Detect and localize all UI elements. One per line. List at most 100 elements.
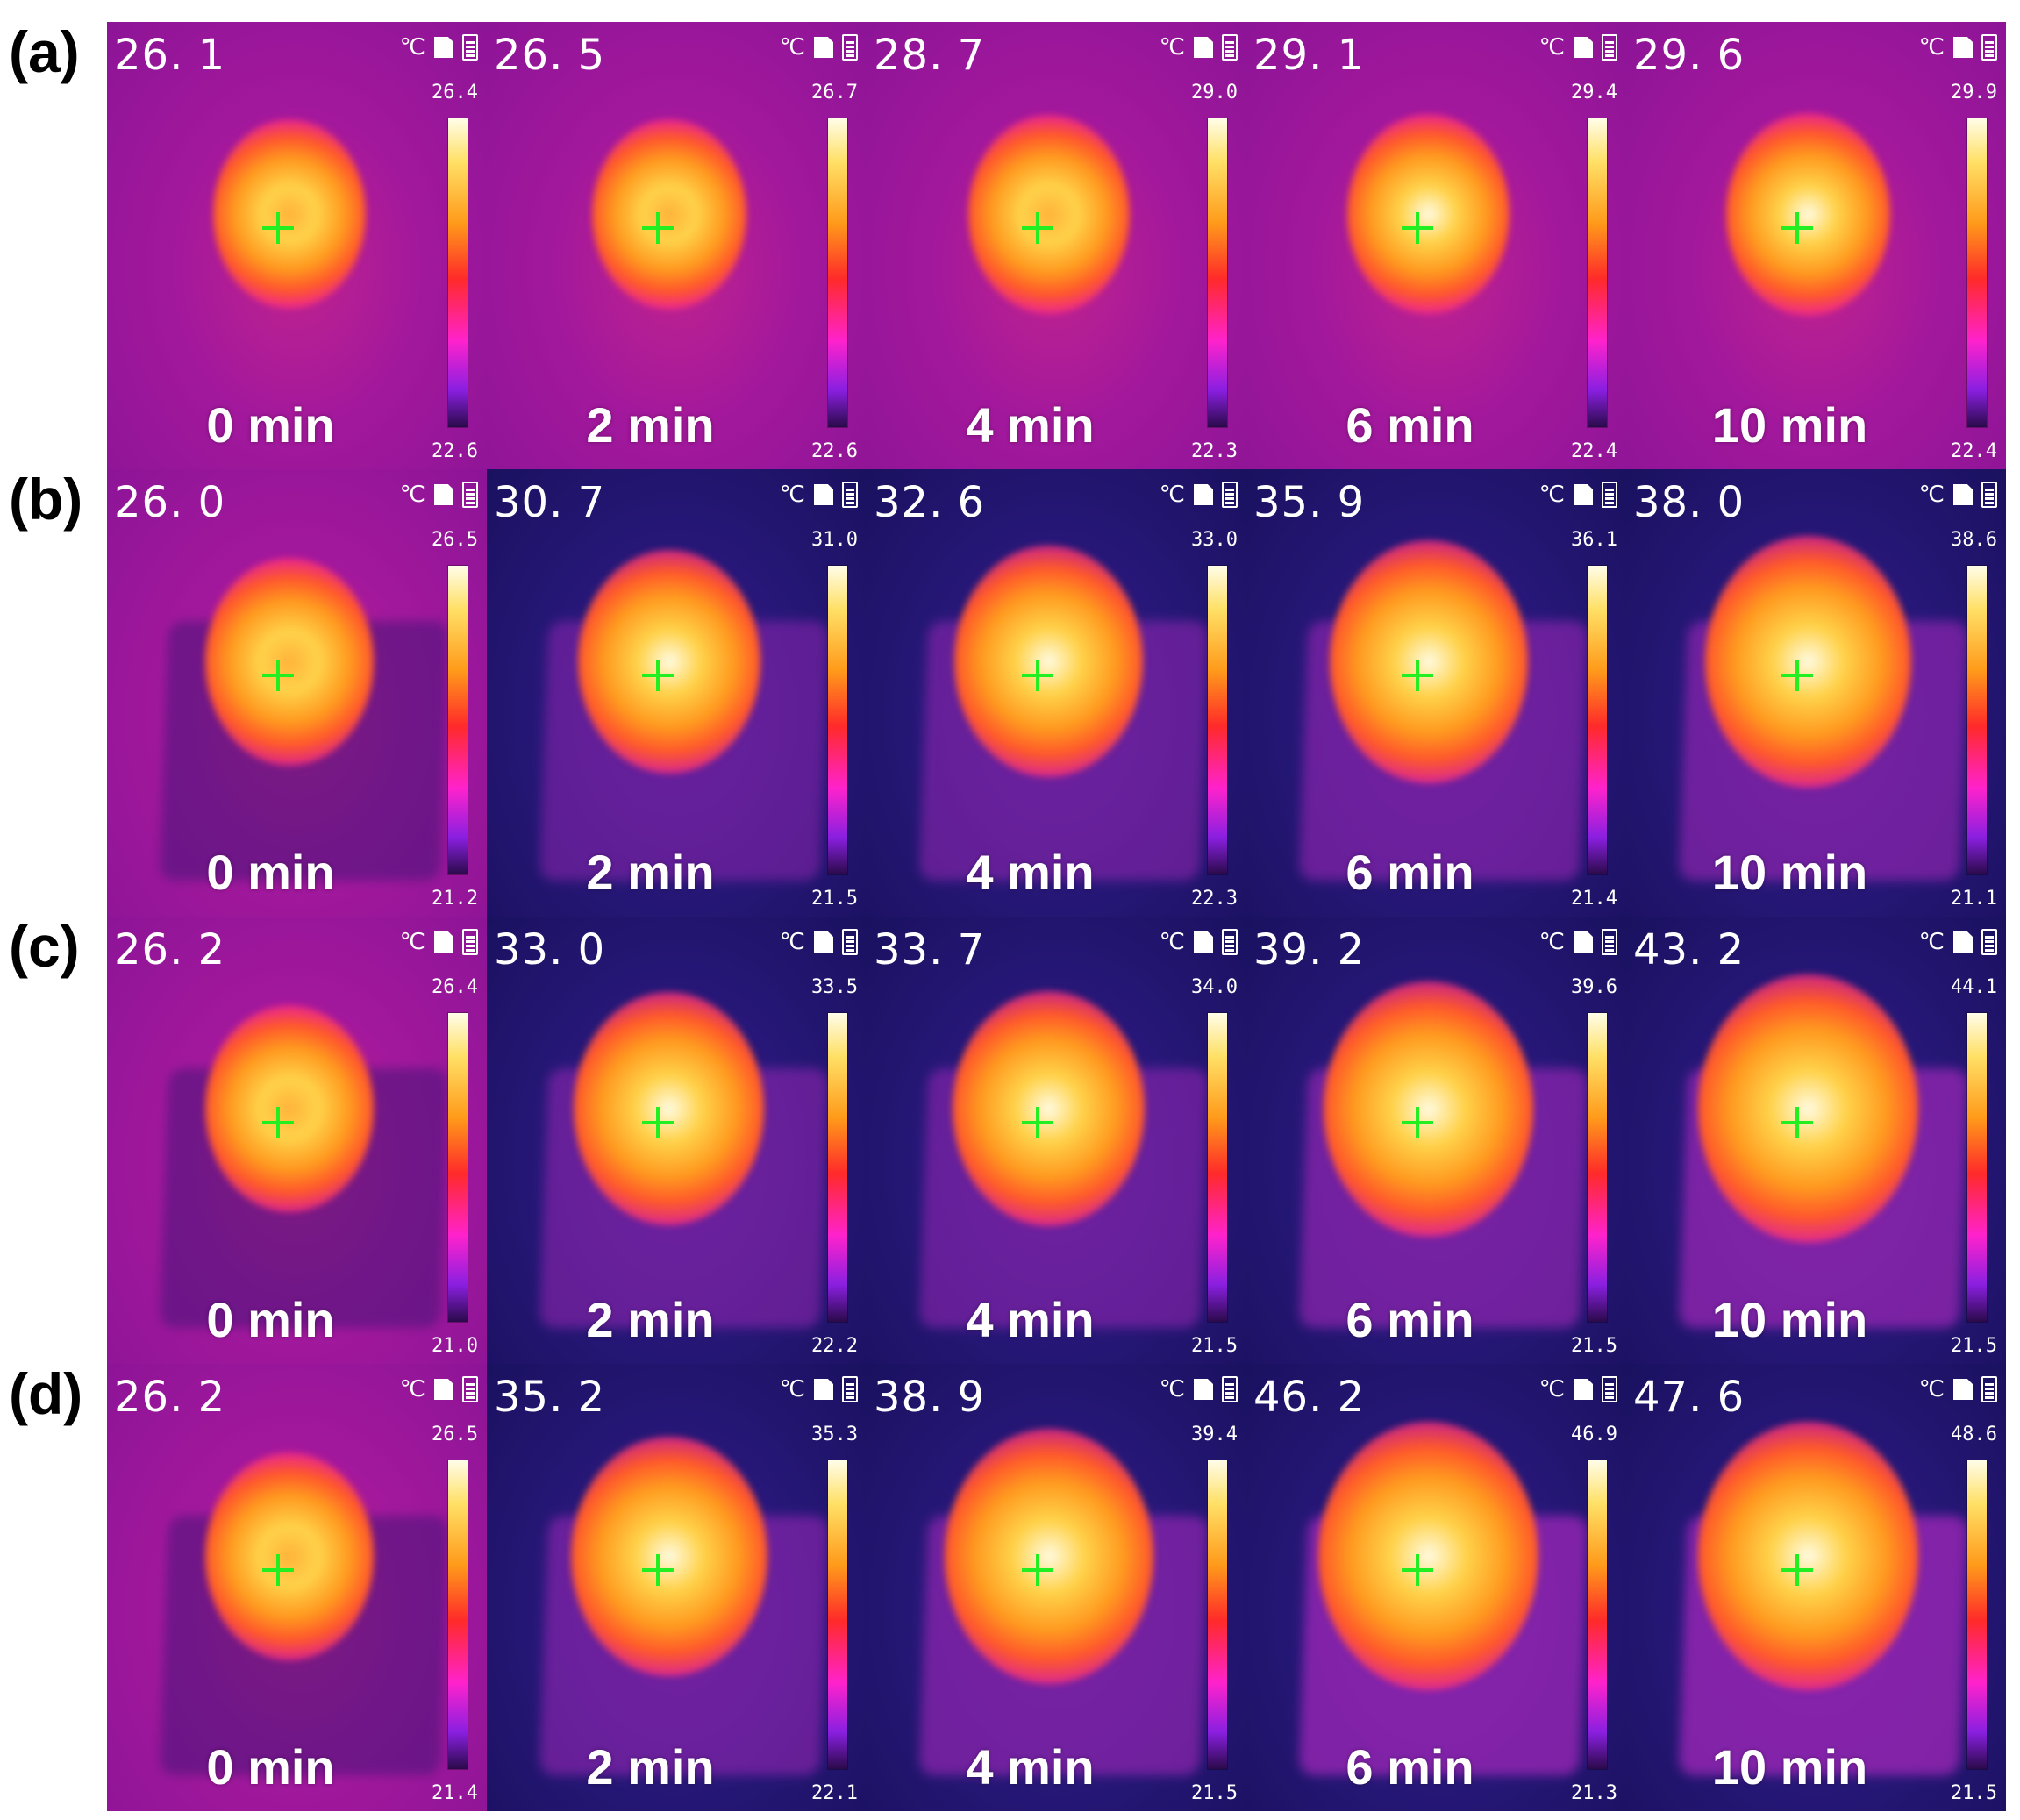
battery-icon: [842, 1376, 858, 1402]
elapsed-time-label: 6 min: [1345, 397, 1474, 453]
elapsed-time-label: 2 min: [586, 845, 715, 900]
scale-max-temperature: 26.5: [432, 1424, 478, 1445]
scale-max-temperature: 26.7: [811, 82, 858, 103]
scale-min-temperature: 22.6: [432, 440, 478, 462]
hot-spot: [1705, 535, 1912, 788]
crosshair-icon: [261, 211, 294, 244]
crosshair-icon: [1401, 659, 1433, 691]
elapsed-time-label: 0 min: [206, 845, 335, 900]
battery-icon: [462, 34, 478, 61]
thermal-panel: 29. 6 ℃ 29.9 22.4 10 min: [1626, 22, 2006, 469]
status-bar: ℃: [780, 1376, 858, 1402]
spot-temperature-readout: 26. 2: [114, 925, 226, 974]
temperature-colorbar: [1967, 118, 1987, 427]
hot-spot: [1726, 113, 1891, 316]
celsius-unit: ℃: [399, 929, 425, 955]
battery-icon: [1981, 482, 1997, 508]
battery-icon: [1222, 1376, 1238, 1402]
spot-temperature-readout: 30. 7: [494, 478, 606, 527]
thermal-panel: 28. 7 ℃ 29.0 22.3 4 min: [867, 22, 1246, 469]
sd-card-icon: [814, 37, 833, 58]
status-bar: ℃: [780, 34, 858, 61]
temperature-colorbar: [1967, 566, 1987, 874]
sd-card-icon: [1574, 931, 1593, 953]
celsius-unit: ℃: [1159, 482, 1185, 508]
sd-card-icon: [434, 37, 453, 58]
crosshair-icon: [1401, 1553, 1433, 1586]
elapsed-time-label: 4 min: [966, 1292, 1095, 1347]
crosshair-icon: [261, 1106, 294, 1138]
scale-min-temperature: 22.2: [811, 1335, 858, 1357]
hot-spot: [571, 1436, 767, 1676]
temperature-colorbar: [828, 118, 847, 427]
celsius-unit: ℃: [1918, 482, 1945, 508]
battery-icon: [1981, 1376, 1997, 1402]
status-bar: ℃: [1539, 1376, 1617, 1402]
scale-min-temperature: 21.1: [1951, 888, 1997, 910]
crosshair-icon: [1021, 1553, 1053, 1586]
scale-min-temperature: 22.3: [1191, 888, 1238, 910]
thermal-panel: 32. 6 ℃ 33.0 22.3 4 min: [867, 469, 1246, 917]
hot-spot: [212, 119, 367, 310]
sd-card-icon: [434, 484, 453, 505]
row-label: (c): [9, 914, 80, 979]
spot-temperature-readout: 28. 7: [874, 31, 986, 80]
battery-icon: [1602, 1376, 1617, 1402]
scale-max-temperature: 33.0: [1191, 529, 1238, 551]
sd-card-icon: [1574, 37, 1593, 58]
hot-spot: [204, 1005, 374, 1213]
hot-spot: [574, 992, 765, 1226]
hot-spot: [577, 549, 760, 774]
hot-spot: [1698, 1422, 1919, 1691]
spot-temperature-readout: 26. 5: [494, 31, 606, 80]
thermal-panel: 35. 9 ℃ 36.1 21.4 6 min: [1246, 469, 1626, 917]
temperature-colorbar: [1967, 1460, 1987, 1769]
temperature-colorbar: [1588, 1013, 1607, 1322]
status-bar: ℃: [1160, 929, 1238, 955]
status-bar: ℃: [400, 929, 478, 955]
battery-icon: [1981, 34, 1997, 61]
elapsed-time-label: 10 min: [1711, 397, 1868, 453]
hot-spot: [204, 1452, 374, 1660]
crosshair-icon: [1401, 211, 1433, 244]
scale-min-temperature: 21.4: [432, 1782, 478, 1804]
battery-icon: [842, 482, 858, 508]
scale-max-temperature: 29.0: [1191, 82, 1238, 103]
scale-min-temperature: 21.5: [1191, 1782, 1238, 1804]
hot-spot: [954, 546, 1144, 778]
crosshair-icon: [641, 1553, 674, 1586]
elapsed-time-label: 2 min: [586, 397, 715, 453]
thermal-panel: 43. 2 ℃ 44.1 21.5 10 min: [1626, 917, 2006, 1364]
row-label: (b): [9, 467, 83, 532]
scale-min-temperature: 22.6: [811, 440, 858, 462]
elapsed-time-label: 10 min: [1711, 1292, 1868, 1347]
sd-card-icon: [1194, 931, 1213, 953]
battery-icon: [462, 482, 478, 508]
crosshair-icon: [261, 659, 294, 691]
battery-icon: [462, 929, 478, 955]
battery-icon: [1602, 929, 1617, 955]
scale-max-temperature: 34.0: [1191, 976, 1238, 998]
battery-icon: [1602, 34, 1617, 61]
status-bar: ℃: [1919, 482, 1997, 508]
status-bar: ℃: [1919, 1376, 1997, 1402]
elapsed-time-label: 4 min: [966, 845, 1095, 900]
status-bar: ℃: [1919, 929, 1997, 955]
spot-temperature-readout: 33. 0: [494, 925, 606, 974]
status-bar: ℃: [400, 34, 478, 61]
thermal-panel: 35. 2 ℃ 35.3 22.1 2 min: [487, 1364, 867, 1811]
temperature-colorbar: [828, 1013, 847, 1322]
elapsed-time-label: 10 min: [1711, 1739, 1868, 1795]
thermal-panel: 38. 0 ℃ 38.6 21.1 10 min: [1626, 469, 2006, 917]
sd-card-icon: [1953, 931, 1973, 953]
crosshair-icon: [1401, 1106, 1433, 1138]
celsius-unit: ℃: [1538, 34, 1565, 61]
sd-card-icon: [434, 931, 453, 953]
status-bar: ℃: [400, 1376, 478, 1402]
spot-temperature-readout: 38. 9: [874, 1373, 986, 1422]
status-bar: ℃: [1160, 34, 1238, 61]
spot-temperature-readout: 38. 0: [1633, 478, 1745, 527]
status-bar: ℃: [400, 482, 478, 508]
temperature-colorbar: [1208, 566, 1227, 874]
sd-card-icon: [1194, 484, 1213, 505]
